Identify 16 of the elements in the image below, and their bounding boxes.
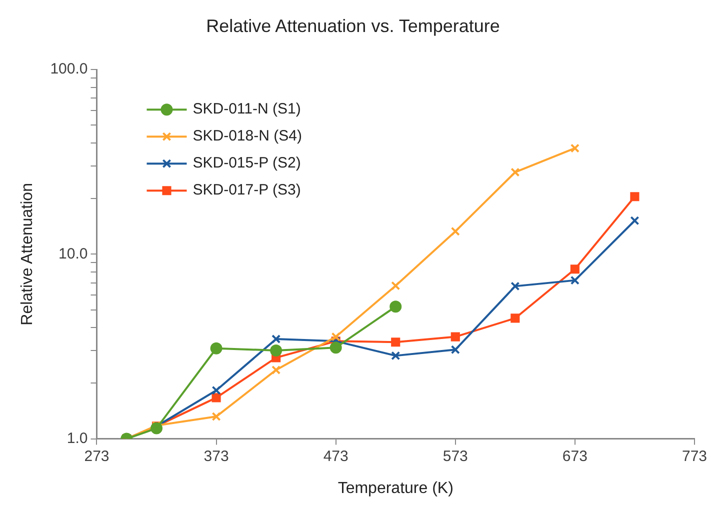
- y-tick-label: 1.0: [66, 430, 88, 447]
- x-tick-label: 673: [562, 448, 588, 465]
- x-tick-label: 473: [323, 448, 348, 465]
- legend-label: SKD-017-P (S3): [192, 182, 301, 199]
- x-axis-title: Temperature (K): [338, 480, 454, 497]
- chart-title: Relative Attenuation vs. Temperature: [206, 16, 500, 36]
- x-tick-label: 573: [442, 448, 468, 465]
- legend-label: SKD-011-N (S1): [192, 100, 301, 118]
- y-axis-title: Relative Attenuation: [19, 183, 36, 326]
- y-tick-label: 100.0: [50, 60, 88, 78]
- x-tick-label: 773: [682, 448, 707, 465]
- legend-label: SKD-015-P (S2): [192, 154, 301, 172]
- y-tick-label: 10.0: [58, 245, 88, 262]
- x-tick-label: 273: [84, 448, 110, 465]
- x-tick-label: 373: [204, 448, 229, 465]
- legend-label: SKD-018-N (S4): [192, 128, 302, 145]
